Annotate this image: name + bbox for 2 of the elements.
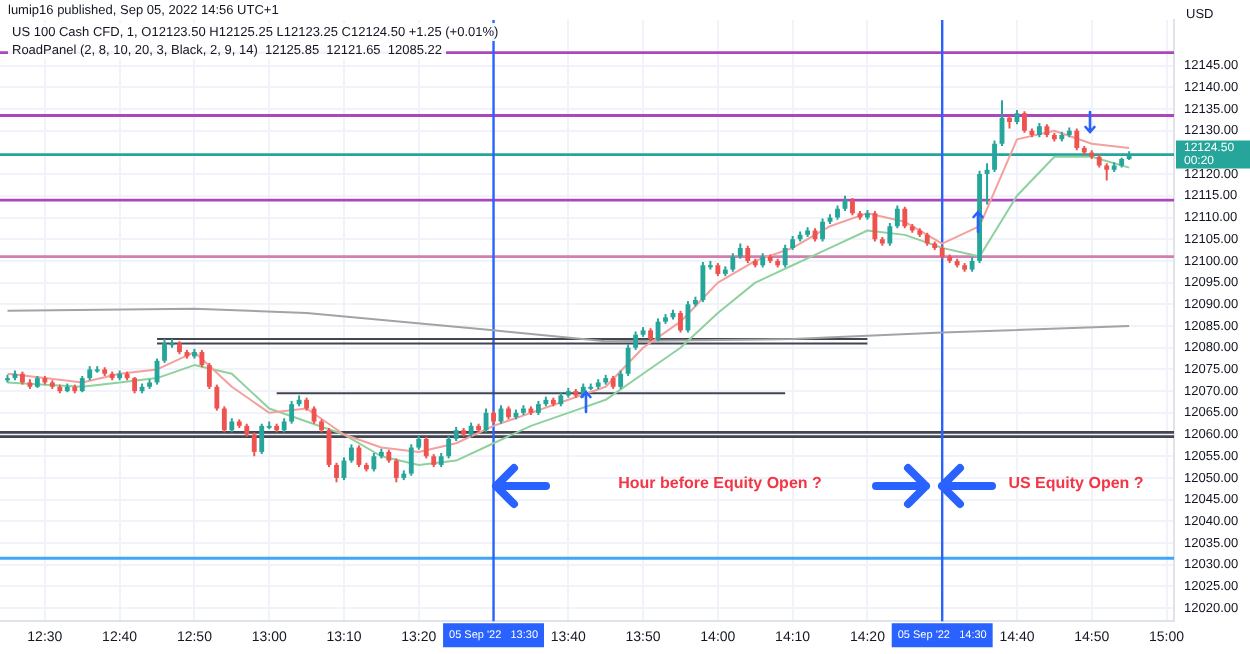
annotation: US Equity Open ?	[1008, 474, 1144, 493]
annotation: Hour before Equity Open ?	[618, 474, 823, 493]
